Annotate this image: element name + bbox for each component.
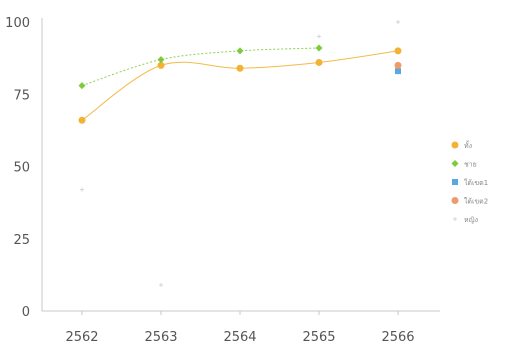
y-axis-ticks: 0 25 50 75 100: [5, 16, 30, 320]
series-line: [81, 47, 320, 87]
legend-marker: [453, 217, 457, 221]
legend-item: ใต้เขต2: [451, 197, 488, 206]
legend-item: ทั้ง: [451, 139, 472, 150]
x-tick-label: 2563: [144, 330, 177, 345]
data-point: [157, 61, 165, 69]
legend-marker: [451, 141, 459, 149]
series-group: [78, 20, 402, 287]
data-point: [236, 64, 244, 72]
y-tick-label: 0: [22, 305, 30, 320]
legend-marker: [451, 160, 459, 167]
data-point: [315, 58, 323, 66]
series-line: [81, 50, 399, 121]
data-point: [157, 56, 165, 64]
x-tick-label: 2565: [302, 330, 335, 345]
legend-item: ใต้เขต1: [452, 178, 488, 187]
y-tick-label: 100: [5, 16, 30, 31]
data-point: [394, 47, 402, 55]
series-1: [78, 44, 323, 90]
series-2: [395, 68, 401, 75]
data-point: [80, 187, 84, 192]
data-point: [236, 47, 244, 55]
y-tick-label: 75: [13, 88, 30, 103]
legend-label: ใต้เขต1: [464, 178, 488, 187]
x-tick-label: 2562: [65, 330, 98, 345]
legend-label: หญิง: [464, 216, 478, 224]
data-point: [78, 116, 86, 124]
legend-marker: [452, 179, 458, 185]
data-point: [78, 82, 86, 90]
axes: [41, 18, 440, 312]
data-point: [317, 34, 321, 39]
series-3: [394, 61, 402, 69]
data-point: [394, 61, 402, 69]
data-point: [159, 282, 163, 287]
y-tick-label: 50: [13, 161, 30, 176]
y-tick-label: 25: [13, 233, 30, 248]
legend-marker: [451, 197, 459, 204]
legend-label: ชาย: [464, 161, 477, 169]
series-4: [80, 20, 400, 287]
x-tick-label: 2564: [223, 330, 256, 345]
x-axis-ticks: 2562 2563 2564 2565 2566: [65, 311, 415, 345]
legend-item: ชาย: [451, 160, 477, 169]
legend-label: ทั้ง: [464, 139, 472, 150]
data-point: [396, 20, 400, 24]
data-point: [315, 44, 323, 52]
x-tick-label: 2566: [381, 330, 414, 345]
legend-item: หญิง: [453, 216, 478, 224]
series-0: [78, 47, 402, 124]
data-point: [395, 68, 401, 75]
legend-label: ใต้เขต2: [464, 197, 488, 206]
